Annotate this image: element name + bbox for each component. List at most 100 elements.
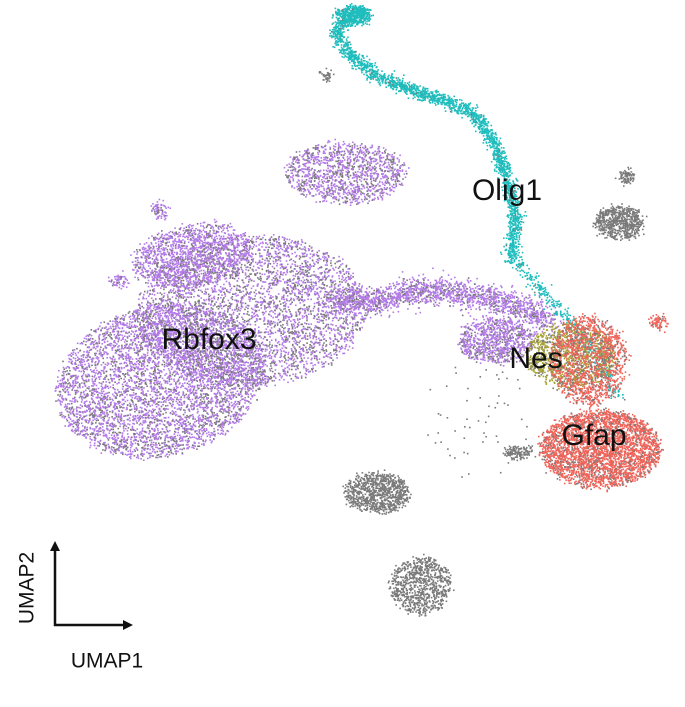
scatter-point <box>201 388 203 390</box>
scatter-point <box>151 379 153 381</box>
scatter-point <box>218 387 220 389</box>
scatter-point <box>111 446 113 448</box>
scatter-point <box>234 406 236 408</box>
scatter-point <box>181 444 183 446</box>
scatter-point <box>212 432 214 434</box>
scatter-point <box>175 384 177 386</box>
scatter-point <box>61 401 63 403</box>
scatter-point <box>149 449 151 451</box>
scatter-point <box>202 417 204 419</box>
scatter-point <box>184 428 186 430</box>
scatter-point <box>181 424 183 426</box>
scatter-point <box>98 397 100 399</box>
scatter-point <box>248 406 250 408</box>
scatter-point <box>108 388 110 390</box>
scatter-point <box>101 388 103 390</box>
scatter-point <box>176 393 178 395</box>
scatter-point <box>142 348 144 350</box>
scatter-point <box>154 375 156 377</box>
scatter-point <box>102 429 104 431</box>
scatter-point <box>249 389 251 391</box>
scatter-point <box>182 418 184 420</box>
scatter-point <box>99 326 101 328</box>
scatter-point <box>98 445 100 447</box>
scatter-point <box>134 387 136 389</box>
scatter-point <box>174 431 176 433</box>
scatter-point <box>129 420 131 422</box>
scatter-point <box>234 418 236 420</box>
scatter-point <box>241 406 243 408</box>
scatter-point <box>250 393 252 395</box>
scatter-point <box>102 343 104 345</box>
scatter-point <box>210 379 212 381</box>
scatter-point <box>155 457 157 459</box>
scatter-point <box>187 375 189 377</box>
scatter-point <box>184 403 186 405</box>
scatter-point <box>123 407 125 409</box>
scatter-point <box>172 444 174 446</box>
scatter-point <box>237 418 239 420</box>
scatter-point <box>120 415 122 417</box>
scatter-point <box>190 362 192 364</box>
scatter-point <box>141 343 143 345</box>
scatter-point <box>113 419 115 421</box>
scatter-point <box>58 385 60 387</box>
scatter-point <box>177 403 179 405</box>
scatter-point <box>71 362 73 364</box>
scatter-point <box>160 313 162 315</box>
scatter-point <box>198 436 200 438</box>
scatter-point <box>239 388 241 390</box>
scatter-point <box>187 383 189 385</box>
scatter-point <box>177 320 179 322</box>
scatter-point <box>60 401 62 403</box>
scatter-point <box>73 415 75 417</box>
scatter-point <box>196 393 198 395</box>
scatter-point <box>191 380 193 382</box>
scatter-point <box>165 305 167 307</box>
scatter-point <box>162 452 164 454</box>
scatter-point <box>182 452 184 454</box>
scatter-point <box>134 450 136 452</box>
scatter-point <box>115 316 117 318</box>
scatter-point <box>187 442 189 444</box>
scatter-point <box>123 358 125 360</box>
scatter-point <box>107 404 109 406</box>
scatter-point <box>170 372 172 374</box>
scatter-point <box>182 438 184 440</box>
scatter-point <box>112 449 114 451</box>
scatter-point <box>192 436 194 438</box>
scatter-point <box>184 433 186 435</box>
scatter-point <box>131 377 133 379</box>
scatter-point <box>200 396 202 398</box>
scatter-point <box>204 319 206 321</box>
scatter-point <box>206 308 208 310</box>
scatter-point <box>240 393 242 395</box>
scatter-point <box>155 446 157 448</box>
scatter-point <box>85 390 87 392</box>
scatter-point <box>233 360 235 362</box>
scatter-point <box>95 388 97 390</box>
scatter-point <box>106 376 108 378</box>
scatter-point <box>114 359 116 361</box>
scatter-point <box>207 417 209 419</box>
scatter-point <box>175 453 177 455</box>
scatter-point <box>121 444 123 446</box>
scatter-point <box>225 370 227 372</box>
scatter-point <box>122 388 124 390</box>
scatter-point <box>143 307 145 309</box>
scatter-point <box>60 404 62 406</box>
scatter-point <box>146 406 148 408</box>
scatter-point <box>171 309 173 311</box>
scatter-point <box>127 423 129 425</box>
scatter-point <box>115 413 117 415</box>
scatter-point <box>136 406 138 408</box>
scatter-point <box>98 371 100 373</box>
scatter-point <box>149 375 151 377</box>
scatter-point <box>114 424 116 426</box>
scatter-point <box>103 353 105 355</box>
scatter-point <box>77 421 79 423</box>
scatter-point <box>176 447 178 449</box>
scatter-point <box>110 375 112 377</box>
scatter-point <box>153 391 155 393</box>
scatter-point <box>120 423 122 425</box>
